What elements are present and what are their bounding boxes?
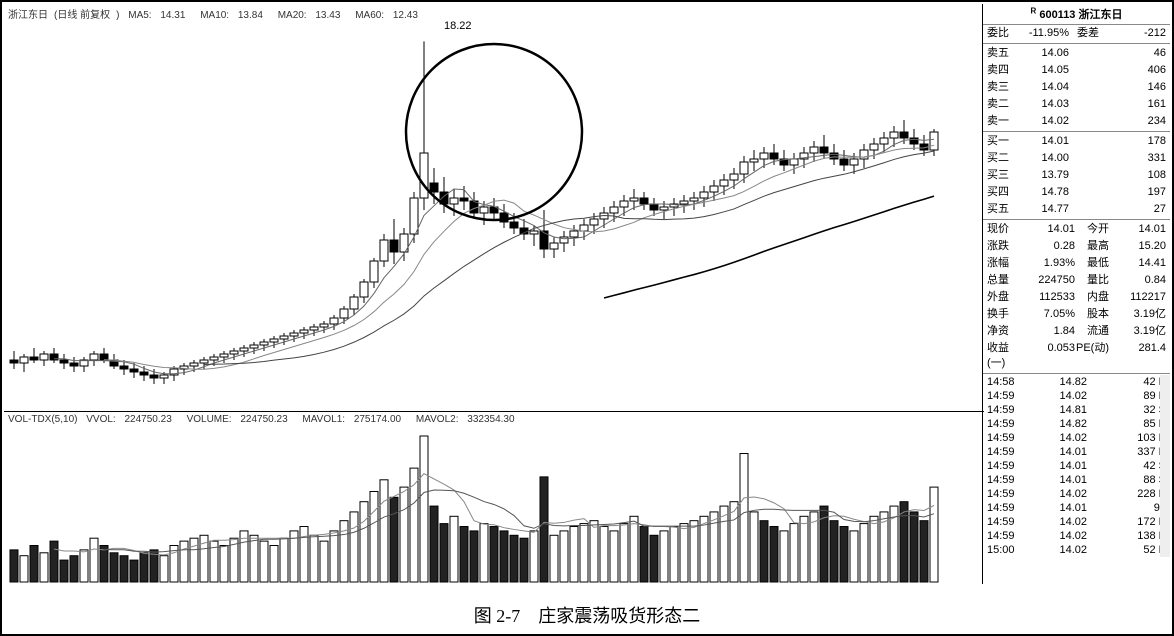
- info-row: 净资1.84流通3.19亿: [983, 323, 1170, 340]
- ma20: MA20: 13.43: [278, 10, 347, 21]
- vvol: VVOL: 224750.23: [86, 414, 178, 425]
- volume-pane[interactable]: VOL-TDX(5,10) VVOL: 224750.23 VOLUME: 22…: [4, 414, 984, 584]
- scrollbar[interactable]: [1160, 375, 1170, 557]
- info-row: 涨跌0.28最高15.20: [983, 238, 1170, 255]
- chart-area: 浙江东日(日线 前复权) MA5: 14.31 MA10: 13.84 MA20…: [4, 4, 984, 584]
- info-row: 换手7.05%股本3.19亿: [983, 306, 1170, 323]
- high-annotation: 18.22: [444, 20, 472, 32]
- tick-row: 14:5914.8132 S: [983, 403, 1170, 417]
- price-header: 浙江东日(日线 前复权) MA5: 14.31 MA10: 13.84 MA20…: [8, 6, 430, 21]
- tick-row: 14:5914.01337 B: [983, 445, 1170, 459]
- ma10: MA10: 13.84: [200, 10, 269, 21]
- stock-name: 浙江东日(日线 前复权): [8, 10, 119, 21]
- info-row: 外盘112533内盘112217: [983, 289, 1170, 306]
- ma5: MA5: 14.31: [128, 10, 191, 21]
- mavol2: MAVOL2: 332354.30: [416, 414, 521, 425]
- tick-row: 14:5914.0195: [983, 501, 1170, 515]
- orderbook-row: 卖三14.04146: [983, 79, 1170, 96]
- tick-row: 14:5814.8242 B: [983, 375, 1170, 389]
- order-book: 卖五14.0646卖四14.05406卖三14.04146卖二14.03161卖…: [983, 45, 1170, 218]
- quote-sidebar: R 600113 浙江东日 委比 -11.95% 委差 -212 卖五14.06…: [982, 4, 1170, 584]
- tick-row: 14:5914.0188 S: [983, 473, 1170, 487]
- orderbook-row: 买一14.01178: [983, 133, 1170, 150]
- candlestick-chart: [4, 4, 984, 412]
- weibi-row: 委比 -11.95% 委差 -212: [983, 25, 1170, 42]
- figure-caption: 图 2-7 庄家震荡吸货形态二: [2, 602, 1172, 628]
- orderbook-row: 卖二14.03161: [983, 96, 1170, 113]
- orderbook-row: 卖四14.05406: [983, 62, 1170, 79]
- tick-row: 14:5914.0289 B: [983, 389, 1170, 403]
- orderbook-row: 买四14.78197: [983, 184, 1170, 201]
- orderbook-row: 买五14.7727: [983, 201, 1170, 218]
- orderbook-row: 买二14.00331: [983, 150, 1170, 167]
- tick-row: 14:5914.02138 B: [983, 529, 1170, 543]
- info-row: 收益(一)0.053PE(动)281.4: [983, 340, 1170, 372]
- tick-row: 15:0014.0252 B: [983, 543, 1170, 557]
- info-row: 现价14.01今开14.01: [983, 221, 1170, 238]
- orderbook-row: 卖一14.02234: [983, 113, 1170, 130]
- screenshot-root: 浙江东日(日线 前复权) MA5: 14.31 MA10: 13.84 MA20…: [0, 0, 1174, 636]
- tick-list: 14:5814.8242 B14:5914.0289 B14:5914.8132…: [983, 375, 1170, 557]
- orderbook-row: 买三13.79108: [983, 167, 1170, 184]
- tick-row: 14:5914.02172 B: [983, 515, 1170, 529]
- price-pane[interactable]: 浙江东日(日线 前复权) MA5: 14.31 MA10: 13.84 MA20…: [4, 4, 984, 412]
- volume: VOLUME: 224750.23: [187, 414, 294, 425]
- info-row: 涨幅1.93%最低14.41: [983, 255, 1170, 272]
- ma60: MA60: 12.43: [355, 10, 424, 21]
- tick-row: 14:5914.02103 B: [983, 431, 1170, 445]
- info-block: 现价14.01今开14.01涨跌0.28最高15.20涨幅1.93%最低14.4…: [983, 221, 1170, 372]
- mavol1: MAVOL1: 275174.00: [302, 414, 407, 425]
- tick-row: 14:5914.0142 S: [983, 459, 1170, 473]
- volume-header: VOL-TDX(5,10) VVOL: 224750.23 VOLUME: 22…: [8, 414, 527, 425]
- volume-chart: [4, 414, 984, 584]
- stock-title: R 600113 浙江东日: [983, 4, 1170, 25]
- tick-row: 14:5914.8285 B: [983, 417, 1170, 431]
- vol-title: VOL-TDX(5,10): [8, 414, 77, 425]
- tick-row: 14:5914.02228 B: [983, 487, 1170, 501]
- orderbook-row: 卖五14.0646: [983, 45, 1170, 62]
- info-row: 总量224750量比0.84: [983, 272, 1170, 289]
